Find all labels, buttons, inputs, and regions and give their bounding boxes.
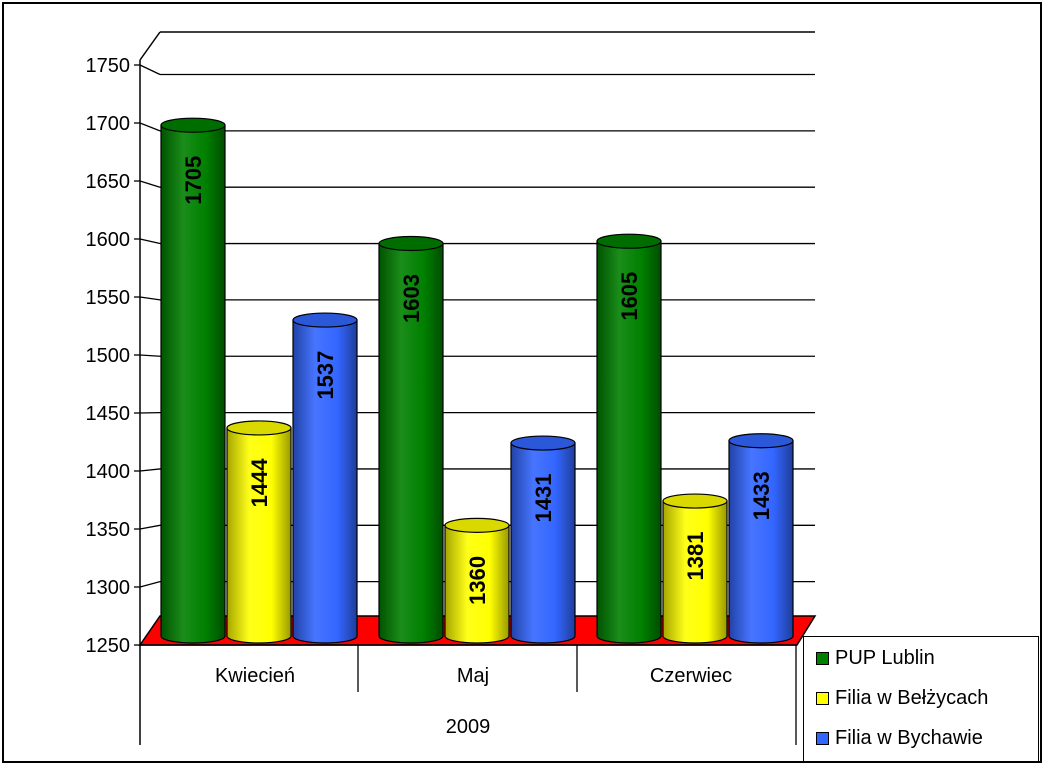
y-tick-label: 1550	[86, 287, 131, 309]
legend-swatch	[816, 691, 829, 705]
bars: 1705 1444 1537 1603 1360 1431 1605 1381 1433	[160, 117, 794, 644]
bar-top	[226, 420, 292, 436]
legend-item-pup-lublin: PUP Lublin	[816, 645, 935, 671]
bar-body	[728, 440, 794, 644]
bar-body	[226, 427, 292, 644]
gridline-side	[139, 64, 161, 76]
category-label: Czerwiec	[650, 665, 732, 687]
bar: 1605	[596, 233, 662, 644]
bar: 1360	[444, 517, 510, 644]
data-label: 1537	[313, 351, 338, 400]
gridline-side	[139, 581, 161, 588]
y-tick-label: 1600	[86, 229, 131, 251]
y-tick-label: 1500	[86, 345, 131, 367]
y-tick-label: 1300	[86, 577, 131, 599]
data-label: 1433	[749, 471, 774, 520]
gridline-side	[139, 524, 161, 530]
y-tick-label: 1650	[86, 171, 131, 193]
data-label: 1705	[181, 156, 206, 205]
bar-body	[596, 240, 662, 644]
y-axis-ticks: 1250 1300 1350 1400 1450 1500 1550 1600 1650 1700…	[86, 55, 140, 657]
y-tick-label: 1750	[86, 55, 131, 77]
bar: 1444	[226, 420, 292, 644]
bar-body	[378, 242, 444, 644]
chart-walls	[139, 31, 815, 61]
gridline-side	[139, 468, 161, 472]
y-tick-label: 1400	[86, 461, 131, 483]
bar-top	[596, 233, 662, 249]
bar-top	[728, 433, 794, 449]
y-tick-label: 1700	[86, 113, 131, 135]
gridline-side	[139, 122, 161, 132]
bar-body	[160, 124, 226, 644]
gridline-side	[139, 238, 161, 245]
data-label: 1431	[531, 474, 556, 523]
category-label: Maj	[457, 665, 489, 687]
bar: 1603	[378, 235, 444, 644]
y-tick-label: 1350	[86, 519, 131, 541]
bar-body	[510, 442, 576, 644]
data-label: 1444	[247, 458, 272, 508]
data-label: 1381	[683, 532, 708, 581]
bar-top	[662, 493, 728, 509]
bar-body	[662, 500, 728, 644]
legend-label: PUP Lublin	[835, 646, 935, 669]
bar-top	[160, 117, 226, 133]
bar: 1537	[292, 312, 358, 644]
gridline-side	[139, 354, 161, 357]
bar: 1381	[662, 493, 728, 644]
bar-top	[378, 235, 444, 252]
x-axis-categories: Kwiecień Maj Czerwiec 2009	[215, 665, 732, 738]
legend-item-filia-belzyce: Filia w Bełżycach	[816, 685, 988, 711]
gridline-side	[139, 180, 161, 188]
bar-body	[444, 524, 510, 644]
bar: 1431	[510, 435, 576, 644]
legend-label: Filia w Bychawie	[835, 726, 983, 749]
axes	[139, 60, 797, 745]
bar-top	[510, 435, 576, 451]
data-label: 1360	[465, 556, 490, 605]
legend-item-filia-bychawa: Filia w Bychawie	[816, 725, 983, 751]
data-label: 1603	[399, 274, 424, 323]
y-tick-label: 1450	[86, 403, 131, 425]
bar-top	[444, 517, 510, 534]
legend: PUP Lublin Filia w Bełżycach Filia w Byc…	[803, 636, 1039, 762]
data-label: 1605	[617, 272, 642, 321]
bar: 1705	[160, 117, 226, 644]
bar-body	[292, 319, 358, 644]
bar: 1433	[728, 433, 794, 644]
legend-label: Filia w Bełżycach	[835, 686, 989, 709]
wall-edge	[139, 31, 161, 61]
legend-swatch	[816, 731, 829, 745]
category-label: Kwiecień	[215, 665, 295, 687]
legend-swatch	[816, 651, 829, 665]
group-label: 2009	[446, 716, 491, 738]
gridline-side	[139, 296, 161, 301]
y-tick-label: 1250	[86, 635, 131, 657]
bar-top	[292, 312, 358, 328]
